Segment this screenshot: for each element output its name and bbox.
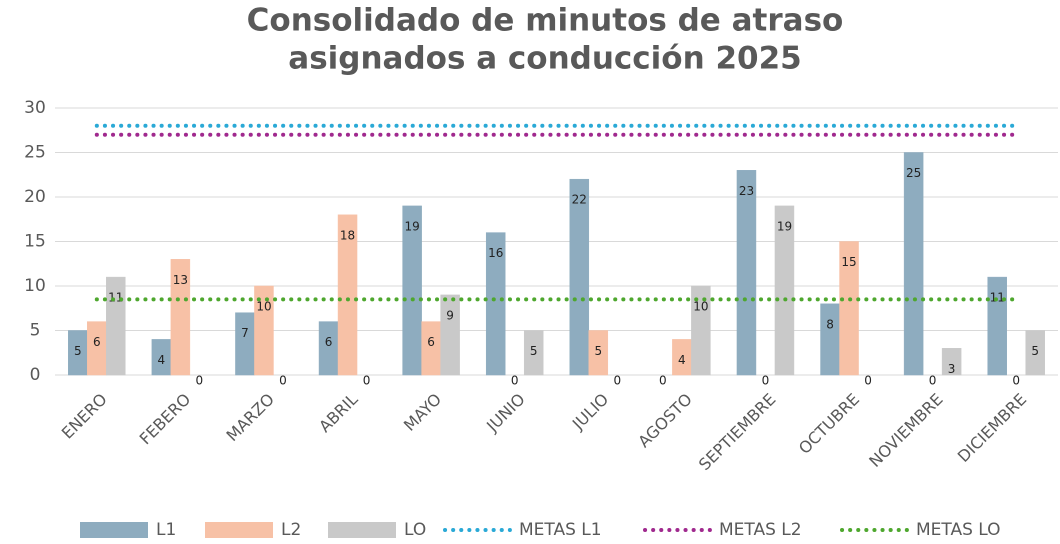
value-label: 19 [404,219,419,233]
y-tick-label: 5 [30,321,41,341]
value-label: 0 [511,374,519,388]
value-label: 0 [929,374,937,388]
value-label: 10 [693,300,708,314]
value-label: 0 [762,374,770,388]
value-label: 6 [325,335,333,349]
x-tick-label: SEPTIEMBRE [695,390,780,475]
y-tick-label: 20 [24,187,46,207]
value-label: 4 [678,353,686,367]
x-tick-label: JULIO [568,390,612,434]
legend-label: METAS L1 [519,520,602,540]
value-label: 6 [93,335,101,349]
x-tick-label: NOVIEMBRE [865,390,946,471]
value-label: 5 [1031,344,1039,358]
legend-swatch [80,522,148,538]
y-tick-label: 10 [24,276,46,296]
value-label: 0 [1012,374,1020,388]
bar [235,312,255,376]
x-tick-label: AGOSTO [634,390,696,452]
y-tick-label: 0 [30,365,41,385]
bar [1025,330,1045,376]
legend-label: L1 [156,520,176,540]
bar [774,205,795,376]
value-label: 19 [777,219,792,233]
bar [523,330,544,376]
x-tick-label: DICIEMBRE [954,390,1030,466]
value-label: 11 [108,291,123,305]
bar [170,259,191,376]
x-tick-label: MARZO [223,390,278,445]
y-tick-label: 30 [24,98,46,118]
value-label: 5 [530,344,538,358]
value-label: 4 [158,353,166,367]
bar [254,285,274,376]
bar [941,348,962,376]
legend-swatch [328,522,396,538]
chart-title: Consolidado de minutos de atraso [247,3,844,39]
value-label: 0 [613,374,621,388]
value-label: 7 [241,326,249,340]
bar [569,178,590,376]
bar [736,170,757,376]
y-tick-label: 15 [24,232,46,252]
bar [987,276,1007,376]
x-tick-label: ABRIL [315,390,361,436]
bar [820,303,840,376]
chart-title: asignados a conducción 2025 [288,41,801,77]
bar [691,285,711,376]
value-label: 0 [196,374,204,388]
value-label: 0 [659,374,667,388]
value-label: 23 [739,184,754,198]
value-label: 15 [841,255,856,269]
bar [839,241,859,376]
bar [588,330,609,376]
legend-label: LO [404,520,426,540]
value-label: 3 [948,362,956,376]
bar [440,294,460,376]
value-label: 10 [256,300,271,314]
value-label: 16 [488,246,503,260]
x-tick-label: FEBERO [136,390,195,449]
value-label: 0 [864,374,872,388]
x-tick-label: MAYO [400,390,445,435]
value-label: 25 [906,166,921,180]
legend-swatch [205,522,273,538]
value-label: 5 [594,344,602,358]
legend-label: METAS LO [916,520,1001,540]
x-tick-label: ENERO [58,390,111,443]
bar [106,276,126,376]
x-tick-label: OCTUBRE [795,390,863,458]
legend-label: METAS L2 [719,520,802,540]
value-label: 13 [173,273,188,287]
bar [337,214,358,376]
value-label: 0 [279,374,287,388]
value-label: 5 [74,344,82,358]
y-tick-label: 25 [24,143,46,163]
bar [485,232,506,376]
value-label: 11 [990,291,1005,305]
legend-label: L2 [281,520,301,540]
value-label: 18 [340,228,355,242]
x-tick-label: JUNIO [482,390,528,436]
value-label: 22 [572,193,587,207]
value-label: 6 [427,335,435,349]
value-label: 8 [826,317,834,331]
value-label: 0 [363,374,371,388]
value-label: 9 [446,308,454,322]
bar [402,205,422,376]
bar [903,152,924,376]
